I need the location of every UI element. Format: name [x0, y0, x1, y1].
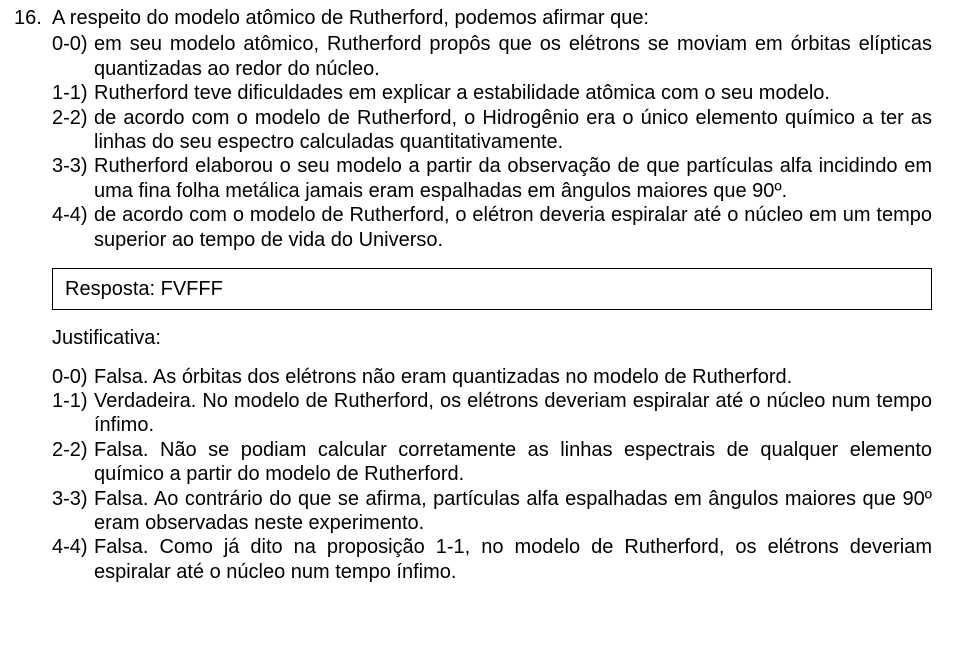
justification-key: 4-4): [52, 535, 94, 559]
option-key: 4-4): [52, 203, 94, 227]
justification-key: 2-2): [52, 438, 94, 462]
answer-label: Resposta:: [65, 278, 155, 300]
option-key: 3-3): [52, 154, 94, 178]
question-number: 16.: [14, 6, 52, 30]
option-key: 0-0): [52, 32, 94, 56]
justification-key: 1-1): [52, 389, 94, 413]
justification-key: 3-3): [52, 487, 94, 511]
answer-value: FVFFF: [161, 278, 223, 300]
justification-row: 2-2) Falsa. Não se podiam calcular corre…: [52, 438, 932, 487]
option-row: 4-4) de acordo com o modelo de Rutherfor…: [52, 203, 932, 252]
question-stem: A respeito do modelo atômico de Rutherfo…: [52, 6, 932, 30]
option-key: 1-1): [52, 81, 94, 105]
options-block: 0-0) em seu modelo atômico, Rutherford p…: [52, 32, 932, 252]
option-text: de acordo com o modelo de Rutherford, o …: [94, 203, 932, 252]
justification-row: 1-1) Verdadeira. No modelo de Rutherford…: [52, 389, 932, 438]
answer-box: Resposta: FVFFF: [52, 268, 932, 310]
justification-block: Justificativa: 0-0) Falsa. As órbitas do…: [52, 326, 932, 584]
justification-title: Justificativa:: [52, 326, 932, 350]
justification-text: Falsa. Ao contrário do que se afirma, pa…: [94, 487, 932, 536]
option-text: em seu modelo atômico, Rutherford propôs…: [94, 32, 932, 81]
justification-text: Falsa. Não se podiam calcular corretamen…: [94, 438, 932, 487]
option-row: 0-0) em seu modelo atômico, Rutherford p…: [52, 32, 932, 81]
justification-key: 0-0): [52, 365, 94, 389]
option-key: 2-2): [52, 106, 94, 130]
option-row: 1-1) Rutherford teve dificuldades em exp…: [52, 81, 932, 105]
justification-row: 4-4) Falsa. Como já dito na proposição 1…: [52, 535, 932, 584]
justification-text: Falsa. As órbitas dos elétrons não eram …: [94, 365, 932, 389]
option-text: Rutherford teve dificuldades em explicar…: [94, 81, 932, 105]
page: 16. A respeito do modelo atômico de Ruth…: [0, 0, 960, 584]
option-row: 3-3) Rutherford elaborou o seu modelo a …: [52, 154, 932, 203]
option-text: Rutherford elaborou o seu modelo a parti…: [94, 154, 932, 203]
justification-text: Verdadeira. No modelo de Rutherford, os …: [94, 389, 932, 438]
justification-row: 0-0) Falsa. As órbitas dos elétrons não …: [52, 365, 932, 389]
option-text: de acordo com o modelo de Rutherford, o …: [94, 106, 932, 155]
option-row: 2-2) de acordo com o modelo de Rutherfor…: [52, 106, 932, 155]
justification-text: Falsa. Como já dito na proposição 1-1, n…: [94, 535, 932, 584]
justification-row: 3-3) Falsa. Ao contrário do que se afirm…: [52, 487, 932, 536]
question-line: 16. A respeito do modelo atômico de Ruth…: [14, 6, 932, 30]
